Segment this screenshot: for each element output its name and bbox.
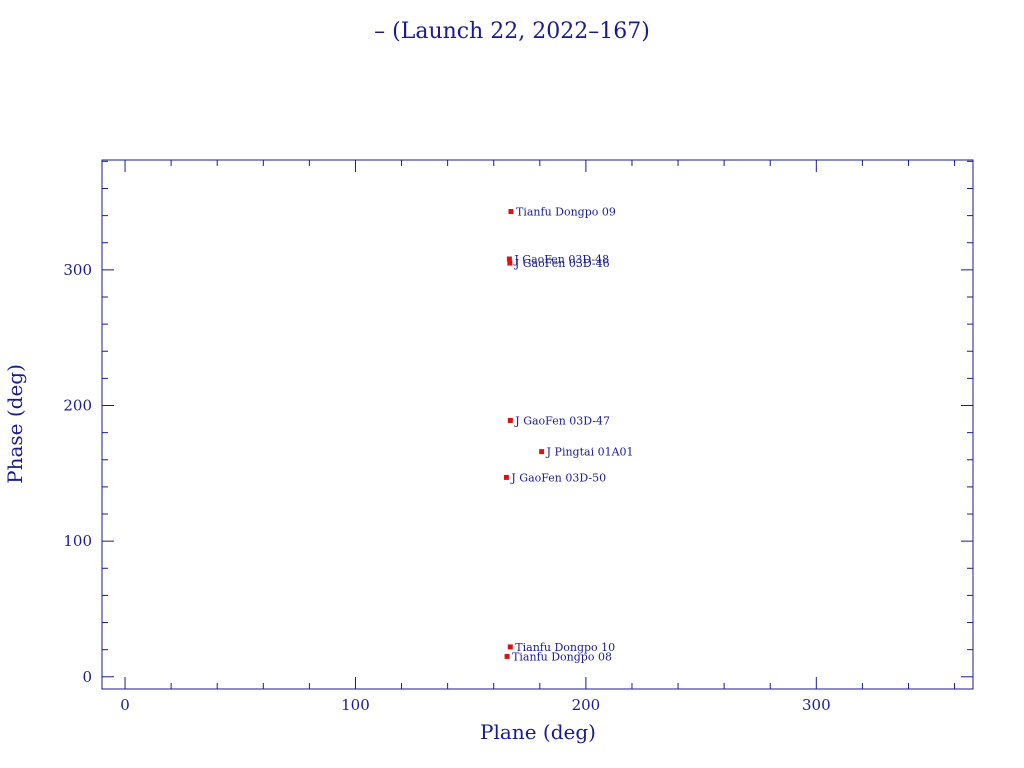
data-point: [508, 209, 514, 215]
data-point: [503, 474, 509, 480]
data-point: [507, 417, 513, 423]
data-point-label: J GaoFen 03D-47: [514, 414, 610, 427]
x-axis-label: Plane (deg): [480, 720, 596, 744]
x-axis: 0 100 200 300: [120, 160, 956, 714]
data-point-label: Tianfu Dongpo 08: [512, 650, 612, 663]
plot-frame: [101, 159, 974, 690]
y-tick-label: 300: [63, 261, 92, 279]
y-tick-label: 100: [63, 532, 92, 550]
data-point-label: Tianfu Dongpo 10: [515, 641, 615, 654]
x-tick-label: 200: [572, 696, 601, 714]
data-point: [507, 260, 513, 266]
data-point-label: J GaoFen 03D-50: [510, 471, 606, 484]
data-point: [506, 256, 512, 262]
data-point-label: J GaoFen 03D-46: [514, 257, 610, 270]
data-point-label: J GaoFen 03D-48: [513, 253, 609, 266]
chart-title: – (Launch 22, 2022–167): [374, 19, 650, 44]
y-tick-label: 200: [63, 397, 92, 415]
data-point: [504, 653, 510, 659]
x-tick-label: 300: [802, 696, 831, 714]
data-point-label: J Pingtai 01A01: [546, 446, 634, 459]
y-axis: 0 100 200 300: [63, 160, 973, 686]
x-tick-label: 0: [120, 696, 130, 714]
y-tick-label: 0: [82, 668, 92, 686]
data-point: [539, 449, 545, 455]
y-axis-label: Phase (deg): [3, 364, 27, 484]
data-points: Tianfu Dongpo 09J GaoFen 03D-48J GaoFen …: [503, 206, 634, 663]
x-tick-label: 100: [341, 696, 370, 714]
data-point-label: Tianfu Dongpo 09: [516, 206, 616, 219]
data-point: [507, 644, 513, 650]
